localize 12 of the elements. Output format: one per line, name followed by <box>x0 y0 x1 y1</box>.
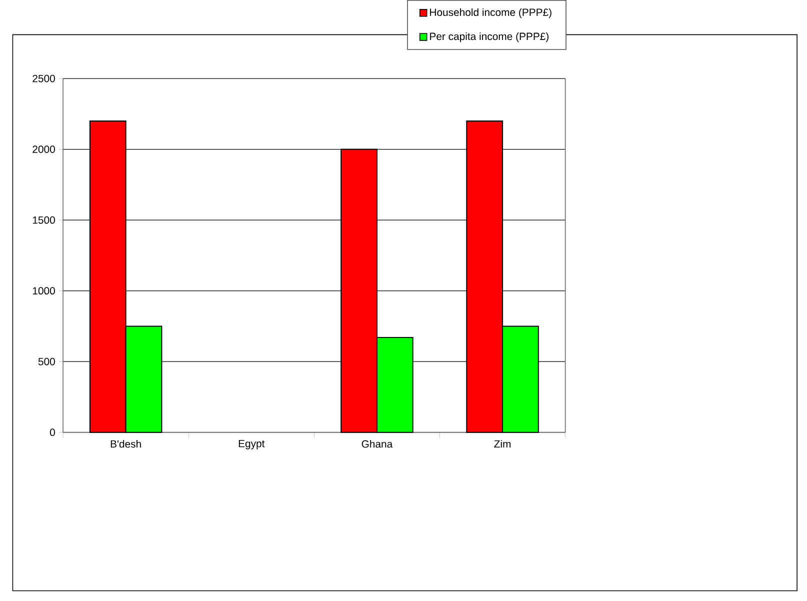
y-tick-label: 2500 <box>32 74 55 82</box>
y-tick-label: 1500 <box>32 216 55 224</box>
x-tick-label: Zim <box>494 440 511 448</box>
legend-label: Household income (PPP£) <box>430 8 552 18</box>
y-tick-label: 0 <box>50 428 55 436</box>
x-tick-label: Ghana <box>362 440 393 448</box>
y-tick-label: 500 <box>38 358 55 366</box>
x-tick-label: Egypt <box>238 440 265 450</box>
y-tick-label: 2000 <box>32 146 55 154</box>
y-tick-label: 1000 <box>32 287 55 295</box>
x-tick-label: B'desh <box>110 440 141 448</box>
legend-label: Per capita income (PPP£) <box>430 32 548 42</box>
